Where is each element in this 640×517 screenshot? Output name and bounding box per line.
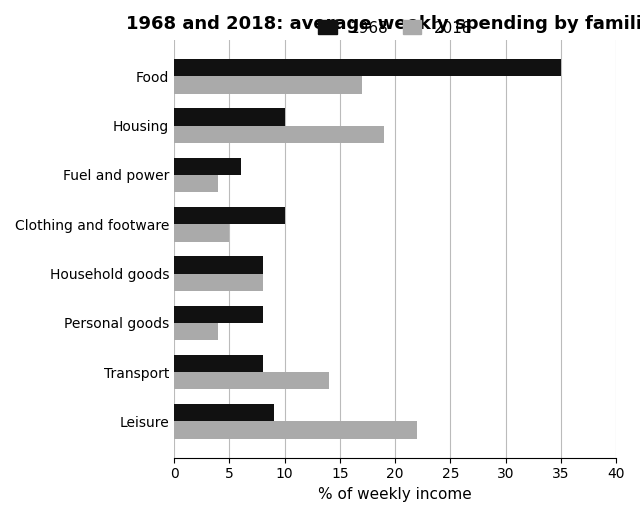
Bar [174,207,285,224]
Bar [174,306,262,323]
Bar [174,404,274,421]
Title: 1968 and 2018: average weekly spending by families: 1968 and 2018: average weekly spending b… [126,15,640,33]
Bar [174,158,241,175]
Bar [174,109,285,126]
Bar [174,224,230,241]
Bar [174,77,362,94]
Bar [174,372,329,389]
Bar [174,273,262,291]
Bar [174,323,218,340]
Legend: 1968, 2018: 1968, 2018 [312,14,478,42]
X-axis label: % of weekly income: % of weekly income [318,487,472,502]
Bar [174,256,262,273]
Bar [174,175,218,192]
Bar [174,421,417,439]
Bar [174,126,384,143]
Bar [174,355,262,372]
Bar [174,59,561,77]
